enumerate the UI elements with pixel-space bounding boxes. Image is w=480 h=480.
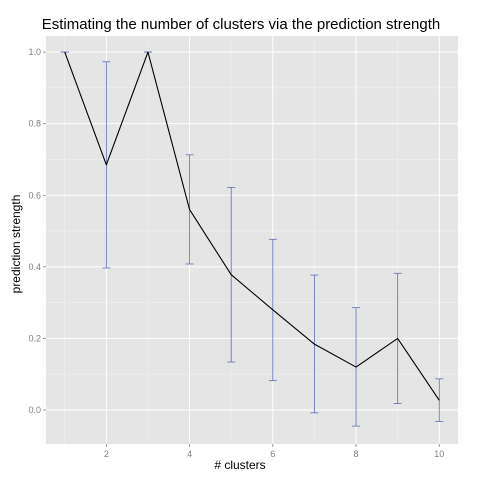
y-tick-label: 0.6 — [28, 190, 41, 200]
y-axis-title: prediction strength — [9, 195, 23, 294]
x-tick-label: 8 — [354, 449, 359, 459]
plot-panel — [46, 36, 458, 444]
y-axis-ticks: 0.0 0.2 0.4 0.6 0.8 1.0 — [28, 47, 46, 415]
y-tick-label: 1.0 — [28, 47, 41, 57]
y-tick-label: 0.8 — [28, 119, 41, 129]
x-tick-label: 10 — [434, 449, 444, 459]
y-tick-label: 0.0 — [28, 405, 41, 415]
error-bars — [60, 51, 444, 427]
x-tick-label: 6 — [270, 449, 275, 459]
series-lines — [64, 51, 440, 401]
x-axis-title: # clusters — [214, 458, 265, 472]
series-line — [64, 51, 440, 401]
chart-title: Estimating the number of clusters via th… — [42, 16, 441, 33]
y-tick-label: 0.2 — [28, 333, 41, 343]
y-tick-label: 0.4 — [28, 262, 41, 272]
x-axis-ticks: 2 4 6 8 10 — [104, 444, 444, 459]
x-tick-label: 2 — [104, 449, 109, 459]
x-tick-label: 4 — [187, 449, 192, 459]
